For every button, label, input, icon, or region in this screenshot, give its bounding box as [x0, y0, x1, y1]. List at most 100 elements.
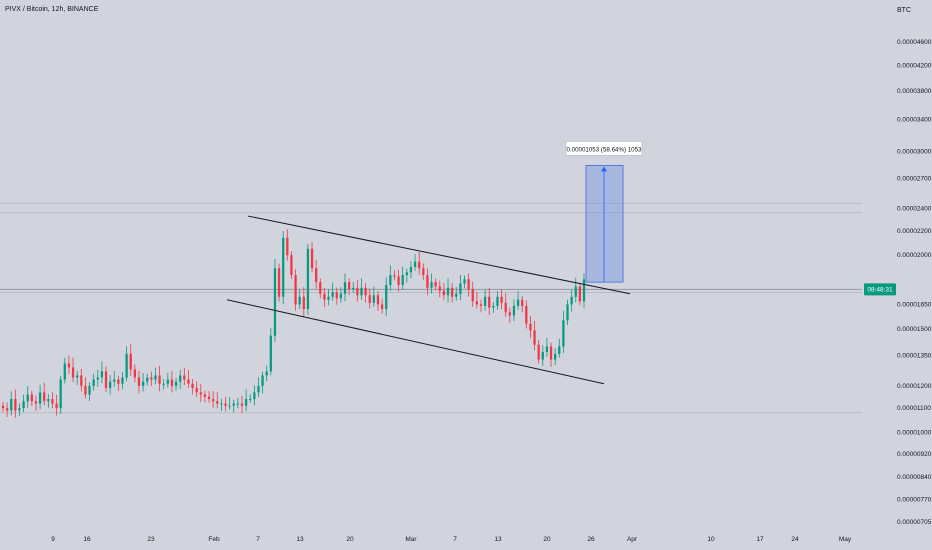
channel-upper-line [247, 215, 631, 295]
candle-body [183, 375, 186, 380]
candle-body [492, 305, 495, 308]
x-tick-label: 7 [453, 536, 457, 543]
candle-body [368, 295, 371, 303]
x-tick-label: 24 [791, 536, 799, 543]
price-range-box [585, 165, 624, 283]
candle-body [578, 286, 582, 302]
candle-body [22, 401, 25, 409]
candle-body [191, 383, 194, 389]
candle-body [80, 375, 83, 386]
candle-body [133, 369, 136, 378]
candle-body [343, 282, 347, 294]
candle-body [104, 371, 108, 389]
candle-body [117, 379, 120, 384]
current-price-badge [864, 283, 896, 296]
candle-body [5, 408, 9, 411]
x-tick-label: 9 [51, 536, 55, 543]
y-tick-label: 0.00002200 [897, 228, 932, 235]
candle-body [310, 248, 314, 269]
x-tick-label: 20 [543, 536, 551, 543]
y-tick-label: 0.00004600 [897, 39, 932, 46]
candle-body [47, 399, 50, 402]
candle-body [570, 296, 573, 305]
x-tick-label: 20 [346, 536, 354, 543]
candle-body [179, 375, 182, 382]
candle-body [232, 403, 235, 406]
candle-body [170, 379, 174, 386]
candle-body [220, 403, 223, 405]
measure-label: 0.00001053 (58.64%) 1053 [567, 146, 643, 153]
candle-body [422, 268, 425, 276]
candle-body [335, 292, 338, 299]
candle-body [438, 286, 441, 291]
price-unit-label: BTC [897, 7, 911, 14]
candle-body [549, 346, 553, 360]
candle-body [277, 268, 281, 297]
candle-body [273, 268, 277, 336]
candle-body [496, 296, 499, 306]
candle-body [30, 394, 33, 402]
candle-body [51, 399, 54, 404]
y-tick-label: 0.00002700 [897, 175, 932, 182]
price-range-arrowhead [601, 166, 607, 172]
x-tick-label: 23 [147, 536, 155, 543]
candle-body [55, 403, 58, 409]
candle-body [389, 275, 392, 285]
candle-body [533, 330, 536, 345]
candle-body [372, 295, 375, 303]
candle-body [253, 392, 256, 400]
y-tick-label: 0.00001100 [897, 405, 931, 412]
candle-body [294, 275, 297, 305]
y-tick-label: 0.00004200 [897, 62, 932, 69]
candle-body [88, 385, 91, 395]
candle-body [409, 266, 413, 273]
candle-body [327, 296, 330, 300]
candle-body [356, 287, 359, 296]
candle-body [158, 375, 161, 384]
candle-body [1, 405, 5, 409]
x-tick-label: 10 [707, 536, 715, 543]
candle-body [129, 353, 132, 370]
x-tick-label: 7 [256, 536, 260, 543]
candle-body [541, 351, 544, 360]
candle-body [286, 237, 289, 256]
candle-body [290, 255, 293, 276]
candle-body [141, 381, 145, 386]
current-price-badge-text: 08:48:31 [867, 286, 893, 293]
candle-body [525, 305, 528, 324]
candle-body [434, 282, 437, 287]
candle-body [236, 403, 240, 405]
candle-body [339, 293, 343, 299]
x-tick-label: May [839, 536, 852, 543]
y-tick-label: 0.00001200 [897, 383, 932, 390]
y-tick-label: 0.00003800 [897, 88, 932, 95]
x-tick-label: Feb [208, 536, 220, 543]
candle-body [257, 385, 260, 393]
candle-body [352, 287, 355, 290]
candle-body [207, 396, 211, 400]
candle-body [529, 323, 532, 331]
y-tick-label: 0.00000840 [897, 474, 932, 481]
candle-body [146, 377, 149, 382]
y-tick-label: 0.00001500 [897, 326, 932, 333]
y-tick-label: 0.00000705 [897, 519, 932, 526]
x-tick-label: Mar [405, 536, 417, 543]
candle-body [582, 279, 586, 302]
candle-body [63, 363, 66, 380]
candle-body [545, 346, 549, 352]
candle-body [512, 305, 516, 316]
x-tick-label: Apr [627, 536, 638, 543]
candle-body [405, 272, 408, 276]
candle-body [298, 296, 301, 305]
candle-body [537, 344, 540, 360]
candle-body [240, 403, 244, 406]
candle-body [228, 405, 231, 407]
measure-label-box [565, 141, 643, 156]
x-tick-label: 17 [756, 536, 764, 543]
candle-body [96, 377, 99, 380]
candle-body [315, 268, 318, 283]
x-tick-label: 16 [83, 536, 91, 543]
candle-body [261, 375, 264, 386]
